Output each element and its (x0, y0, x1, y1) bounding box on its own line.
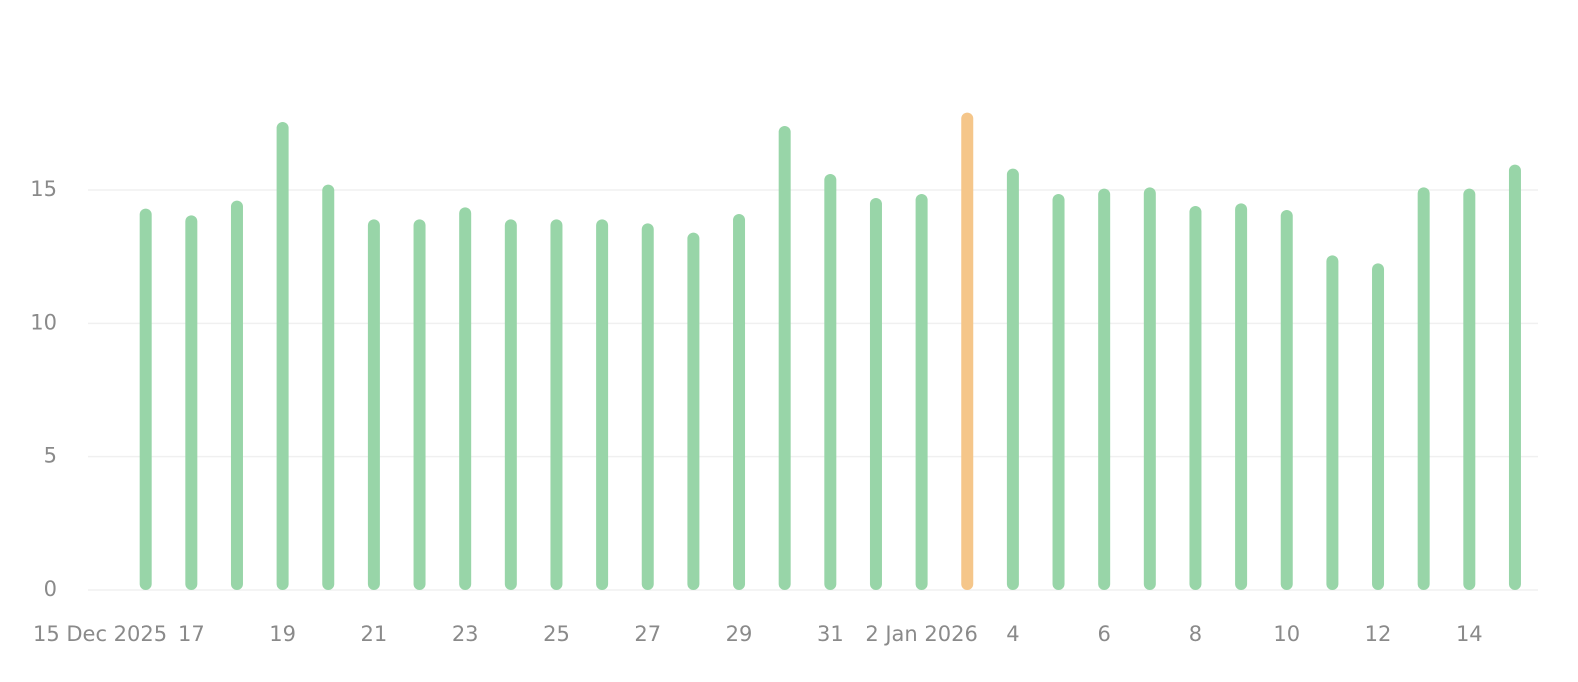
x-tick-label: 19 (269, 622, 296, 646)
bar (1235, 203, 1248, 591)
x-tick-label: 29 (726, 622, 753, 646)
bar (1006, 168, 1019, 590)
x-tick-label: 17 (178, 622, 205, 646)
x-tick-label: 6 (1097, 622, 1110, 646)
bar (1098, 188, 1111, 590)
x-tick-label: 8 (1189, 622, 1202, 646)
bar (596, 219, 609, 591)
x-tick-label: 23 (452, 622, 479, 646)
bar (1463, 188, 1476, 590)
bar (504, 219, 517, 591)
x-tick-label: 4 (1006, 622, 1019, 646)
bar (641, 223, 654, 591)
x-tick-label: 2 Jan 2026 (865, 622, 978, 646)
y-tick-label: 10 (30, 310, 57, 334)
bar (733, 214, 746, 590)
bar (322, 184, 335, 590)
bar (459, 207, 472, 591)
bar (1372, 263, 1385, 590)
x-tick-label: 10 (1273, 622, 1300, 646)
bar (367, 219, 380, 591)
bar (550, 219, 563, 591)
bar (1508, 164, 1521, 590)
x-tick-label: 31 (817, 622, 844, 646)
y-tick-label: 0 (44, 577, 57, 601)
bar (413, 219, 426, 591)
x-tick-label: 15 Dec 2025 (33, 622, 167, 646)
bar (1326, 255, 1339, 591)
y-tick-label: 5 (44, 444, 57, 468)
bar (230, 200, 243, 590)
x-tick-label: 27 (634, 622, 661, 646)
x-tick-label: 12 (1365, 622, 1392, 646)
x-tick-label: 14 (1456, 622, 1483, 646)
bar (778, 126, 791, 590)
bar (824, 174, 837, 590)
bar (1143, 187, 1156, 591)
bar (139, 208, 152, 590)
bar (185, 215, 198, 591)
x-tick-label: 21 (361, 622, 388, 646)
y-tick-label: 15 (30, 177, 57, 201)
bar (915, 194, 928, 590)
bar (687, 232, 700, 590)
bar (1280, 210, 1293, 590)
bar (1189, 206, 1202, 590)
bar (1417, 187, 1430, 591)
bar (276, 122, 289, 590)
bar (869, 198, 882, 590)
bar (961, 112, 974, 591)
x-tick-label: 25 (543, 622, 570, 646)
bar (1052, 194, 1065, 590)
